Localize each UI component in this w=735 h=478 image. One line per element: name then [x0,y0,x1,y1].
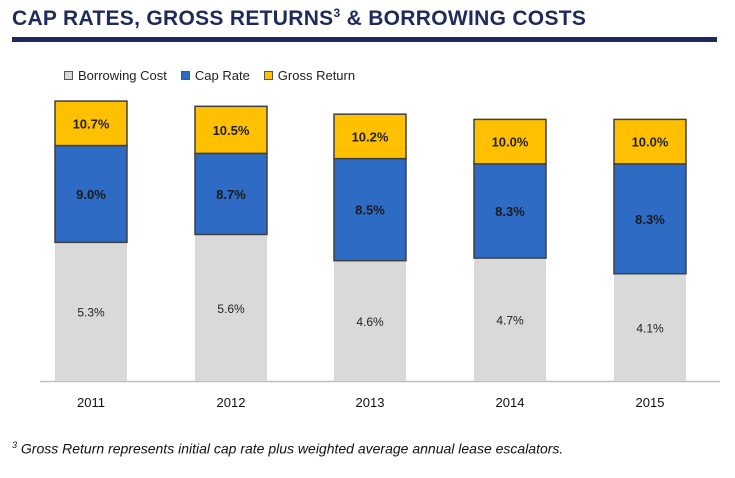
footnote: 3 Gross Return represents initial cap ra… [12,440,563,457]
footnote-text: Gross Return represents initial cap rate… [17,440,564,457]
bar-segment-gross-return-2015 [613,118,687,165]
data-label-gross-return-2013: 10.2% [352,129,389,144]
data-label-cap-rate-2011: 9.0% [76,187,106,202]
bar-segment-gross-return-2014 [473,118,547,165]
chart-title-main: CAP RATES, GROSS RETURNS [12,7,334,30]
bar-segment-gross-return-2011 [54,100,128,147]
legend-label-cap-rate: Cap Rate [194,68,250,83]
x-tick-label-2013: 2013 [356,395,385,410]
bar-segment-cap-rate-2015 [613,163,687,275]
bar-segment-borrowing-cost-2014 [474,258,546,381]
data-label-gross-return-2015: 10.0% [632,135,669,150]
data-label-borrowing-cost-2014: 4.7% [496,314,524,328]
chart-legend: Borrowing Cost Cap Rate Gross Return [64,68,369,83]
data-label-borrowing-cost-2015: 4.1% [636,321,664,335]
data-label-borrowing-cost-2013: 4.6% [356,315,384,329]
chart-title: CAP RATES, GROSS RETURNS3 & BORROWING CO… [12,6,586,31]
data-label-gross-return-2012: 10.5% [213,123,250,138]
data-label-gross-return-2011: 10.7% [73,116,110,131]
legend-swatch-cap-rate [180,71,190,80]
bar-segment-borrowing-cost-2013 [334,260,406,381]
x-tick-label-2015: 2015 [636,395,665,410]
chart-title-footnote-marker: 3 [333,6,341,20]
legend-item-cap-rate: Cap Rate [180,68,250,83]
x-tick-label-2014: 2014 [496,395,525,410]
footnote-marker: 3 [12,440,18,450]
legend-item-borrowing-cost: Borrowing Cost [64,68,167,83]
bar-segment-borrowing-cost-2015 [614,273,686,381]
bar-segment-borrowing-cost-2011 [55,242,127,381]
bar-segment-borrowing-cost-2012 [195,234,267,381]
data-label-cap-rate-2014: 8.3% [495,204,525,219]
x-tick-label-2011: 2011 [77,395,105,410]
legend-label-gross-return: Gross Return [277,68,356,83]
data-label-cap-rate-2013: 8.5% [355,203,385,218]
legend-swatch-borrowing-cost [64,71,73,80]
data-label-borrowing-cost-2012: 5.6% [217,302,245,316]
chart-title-tail: & BORROWING COSTS [340,7,587,30]
bar-segment-gross-return-2012 [194,105,268,155]
bar-segment-cap-rate-2014 [473,163,547,259]
legend-label-borrowing-cost: Borrowing Cost [78,68,167,83]
legend-swatch-gross-return [263,71,273,80]
bar-segment-gross-return-2013 [333,113,407,160]
legend-item-gross-return: Gross Return [263,68,356,83]
data-label-borrowing-cost-2011: 5.3% [77,306,105,320]
title-underline [12,37,717,42]
data-label-cap-rate-2015: 8.3% [635,212,665,227]
data-label-cap-rate-2012: 8.7% [216,187,246,202]
x-tick-label-2012: 2012 [217,395,246,410]
data-label-gross-return-2014: 10.0% [492,135,529,150]
